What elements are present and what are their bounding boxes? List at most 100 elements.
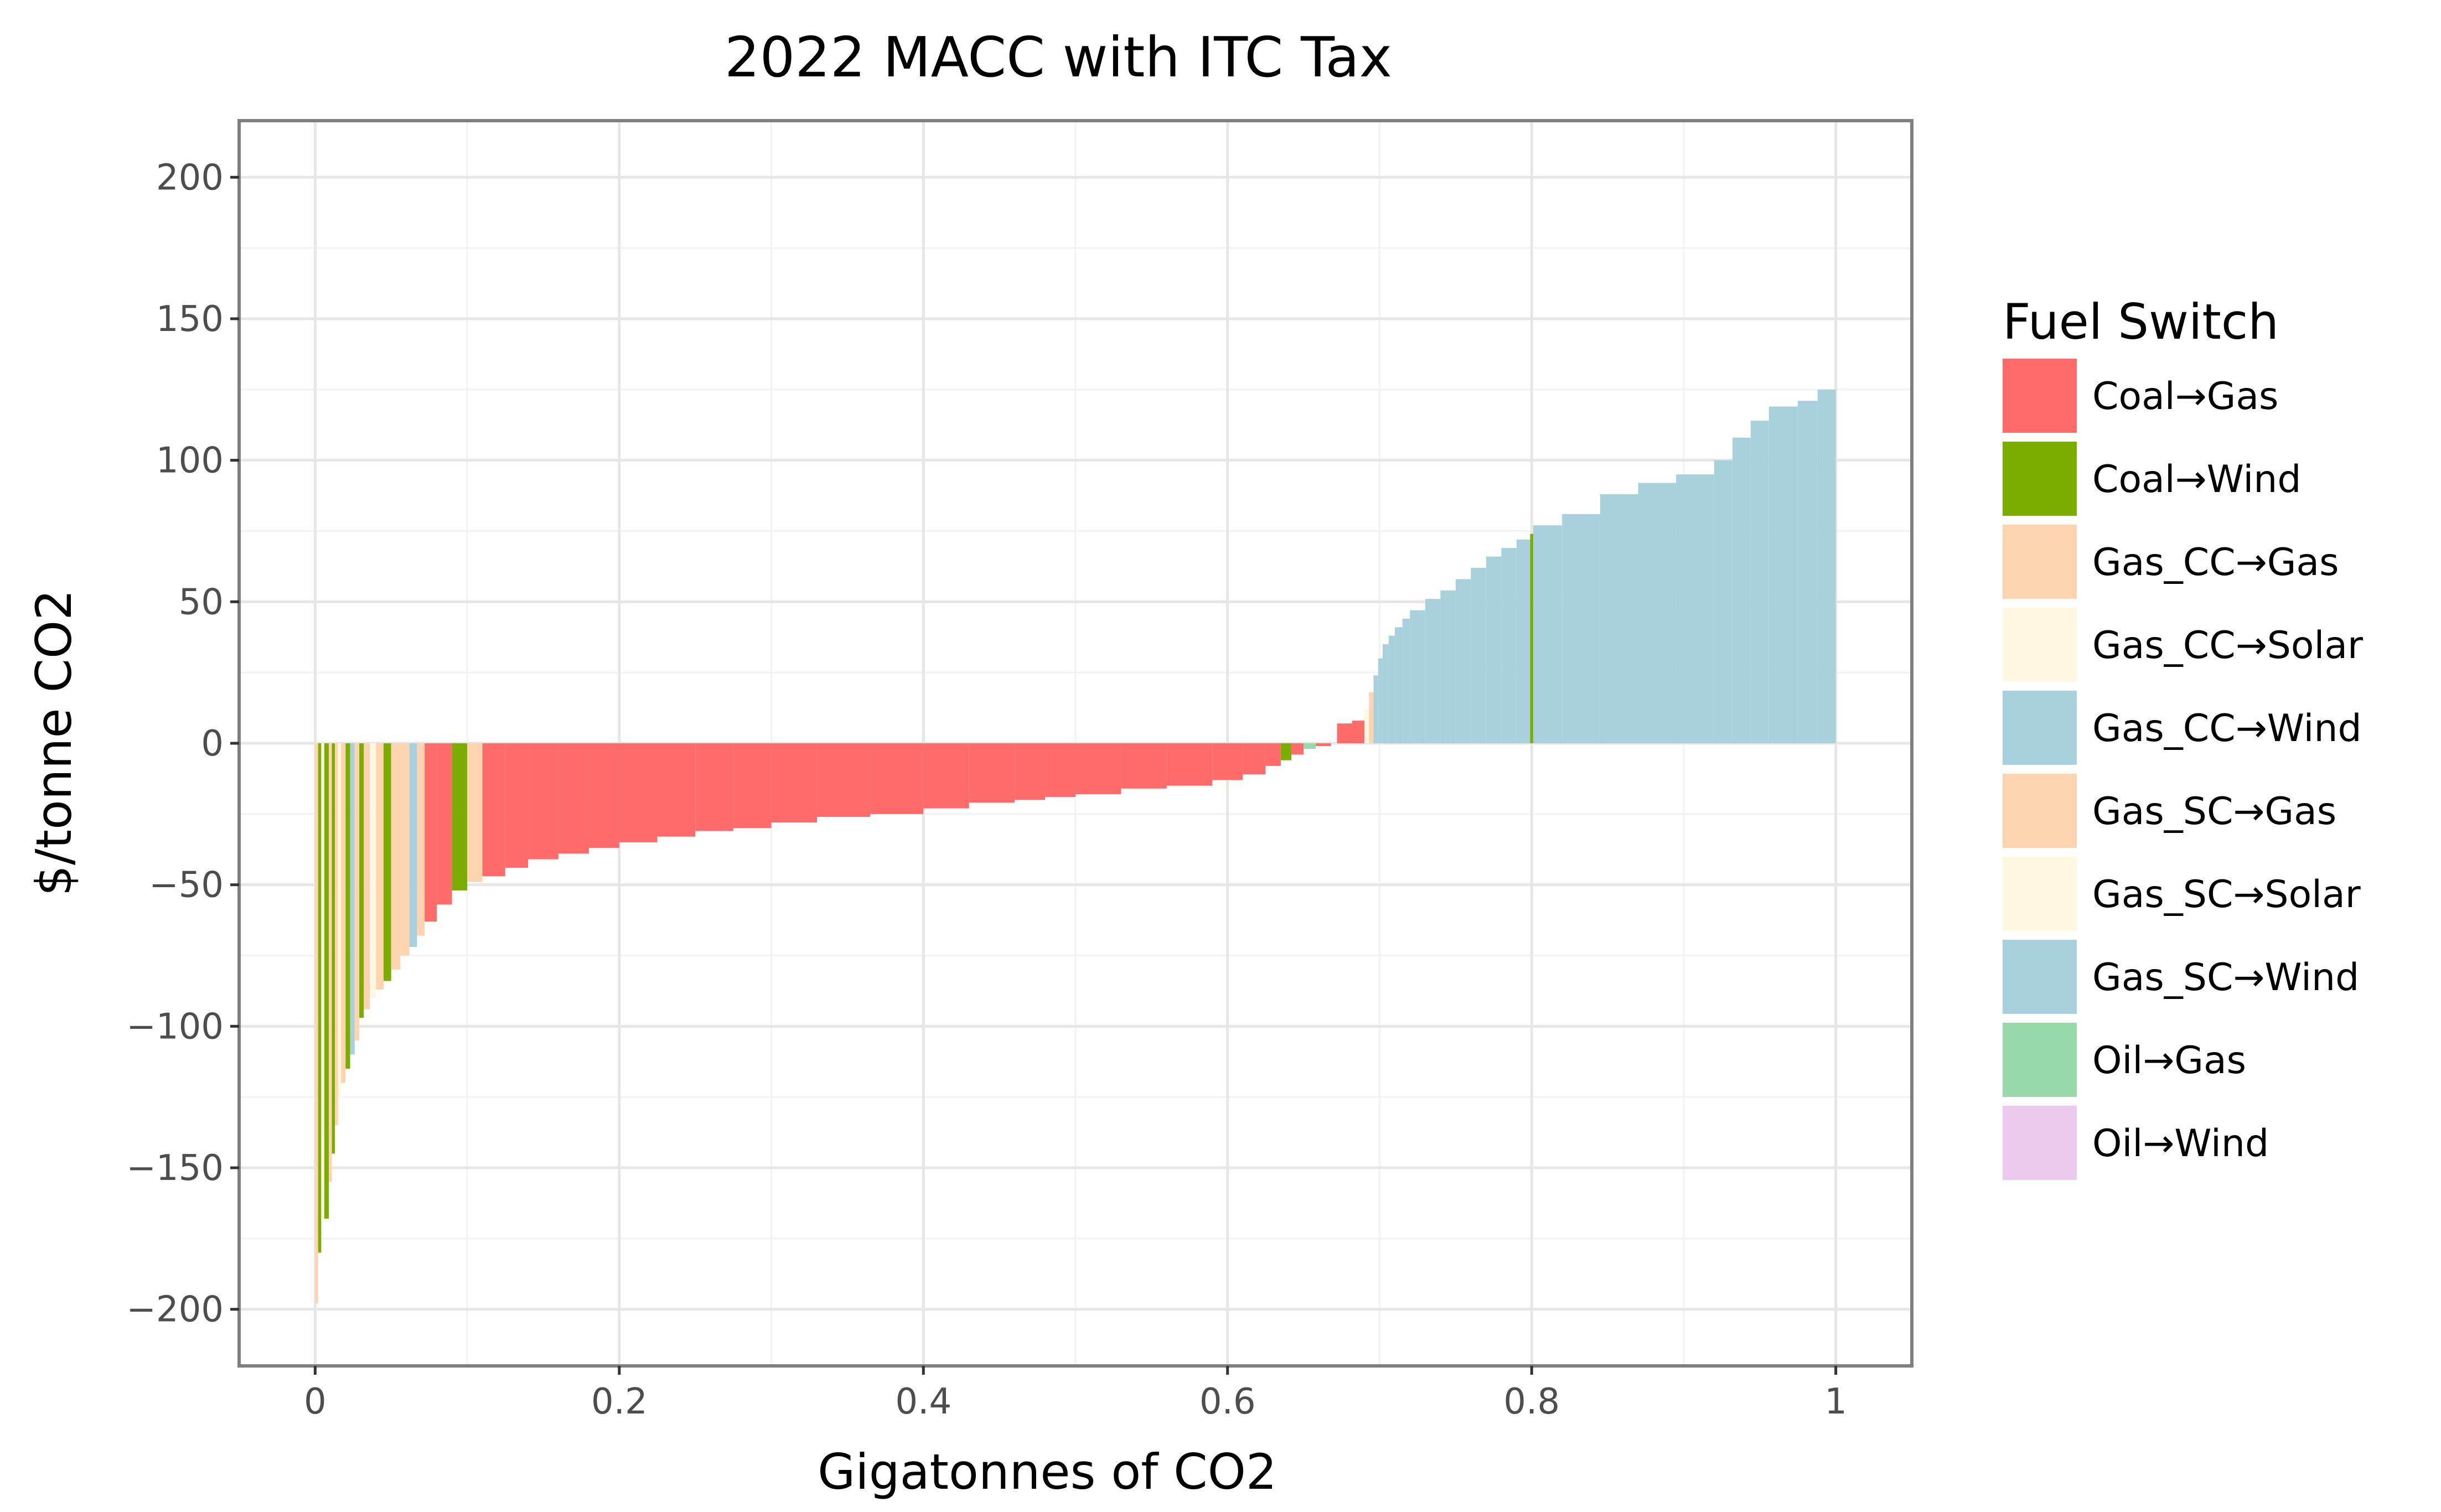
bar (359, 743, 364, 1018)
bar (1337, 723, 1352, 743)
bar (1373, 675, 1378, 743)
legend-key (2003, 857, 2077, 931)
bar (321, 743, 324, 1219)
bar (969, 743, 1015, 803)
bar (1265, 743, 1281, 766)
bar (332, 743, 335, 1154)
legend-label: Coal→Gas (2092, 375, 2278, 418)
bar (1388, 635, 1395, 743)
bar (1352, 721, 1364, 743)
legend-label: Gas_CC→Gas (2092, 541, 2339, 584)
y-tick-label: 200 (156, 157, 224, 198)
bar (482, 743, 505, 877)
bar (527, 743, 558, 859)
bar (1045, 743, 1075, 798)
bar (1402, 619, 1410, 743)
x-tick-label: 0.4 (895, 1381, 951, 1422)
bar (1394, 627, 1403, 743)
bar (1501, 548, 1517, 743)
bar (370, 743, 376, 998)
bar (1455, 579, 1471, 743)
bar (1316, 743, 1331, 747)
bar (1280, 743, 1292, 760)
bar (341, 743, 346, 1083)
bar (437, 743, 452, 905)
y-tick-label: 50 (179, 582, 224, 623)
legend-label: Oil→Wind (2092, 1122, 2269, 1166)
y-tick-label: −200 (126, 1290, 224, 1330)
bar (505, 743, 528, 868)
legend-title: Fuel Switch (2003, 293, 2279, 350)
x-tick-label: 0.2 (591, 1381, 648, 1422)
bar (391, 743, 401, 970)
bar (1600, 494, 1638, 743)
x-tick-label: 0.6 (1199, 1381, 1256, 1422)
bar (1166, 743, 1213, 786)
y-tick-label: 100 (156, 441, 224, 481)
legend-key (2003, 525, 2077, 599)
bar (1440, 590, 1456, 743)
legend-label: Gas_CC→Wind (2092, 707, 2362, 750)
bar (467, 743, 483, 882)
bar (1714, 460, 1733, 743)
legend-key (2003, 608, 2077, 682)
bar (364, 743, 370, 1009)
bar (383, 743, 391, 981)
bar (1410, 610, 1425, 743)
legend-label: Gas_SC→Solar (2092, 873, 2361, 916)
bar (1817, 389, 1836, 743)
bar (400, 743, 410, 956)
y-axis-ticks: 200 150 100 50 0 −50 −100 −150 −200 (126, 157, 239, 1330)
bar (1516, 539, 1530, 743)
bar (1750, 421, 1769, 743)
bar (588, 743, 619, 848)
bar (354, 743, 360, 1040)
y-tick-label: 0 (201, 723, 224, 764)
bar (1486, 556, 1502, 743)
bar (315, 743, 318, 1304)
bar (452, 743, 468, 890)
y-tick-label: 150 (156, 299, 224, 340)
bar (1471, 567, 1486, 743)
legend-label: Gas_CC→Solar (2092, 624, 2363, 667)
bar (1075, 743, 1121, 795)
bar (329, 743, 332, 1182)
bar (1638, 483, 1677, 743)
bar (1676, 474, 1714, 743)
legend-label: Coal→Wind (2092, 458, 2302, 501)
legend: Fuel Switch Coal→Gas Coal→Wind Gas_CC→Gas G… (2003, 293, 2363, 1180)
x-axis-ticks: 0 0.2 0.4 0.6 0.8 1 (304, 1366, 1847, 1422)
legend-key (2003, 442, 2077, 516)
bars-layer (315, 389, 1836, 1304)
bar (1304, 743, 1316, 749)
bar (1797, 401, 1818, 743)
legend-key (2003, 359, 2077, 433)
bar (695, 743, 733, 831)
bar (1364, 709, 1369, 743)
bar (1015, 743, 1046, 800)
chart-title: 2022 MACC with ITC Tax (725, 25, 1392, 90)
bar (816, 743, 871, 817)
bar (1732, 437, 1751, 743)
y-axis-title: $/tonne CO2 (25, 589, 82, 896)
legend-key (2003, 940, 2077, 1014)
legend-label: Gas_SC→Wind (2092, 956, 2359, 1000)
legend-label: Oil→Gas (2092, 1039, 2246, 1083)
bar (1533, 525, 1563, 743)
y-tick-label: −50 (149, 865, 224, 906)
y-tick-label: −150 (126, 1148, 224, 1189)
bar (923, 743, 969, 809)
legend-key (2003, 691, 2077, 765)
bar (417, 743, 425, 936)
x-tick-label: 0.8 (1503, 1381, 1560, 1422)
bar (1121, 743, 1167, 789)
bar (1768, 406, 1798, 743)
bar (350, 743, 355, 1055)
bar (376, 743, 384, 990)
legend-label: Gas_SC→Gas (2092, 790, 2336, 833)
bar (409, 743, 417, 947)
bar (1425, 599, 1441, 743)
legend-key (2003, 1106, 2077, 1180)
bar (619, 743, 658, 842)
